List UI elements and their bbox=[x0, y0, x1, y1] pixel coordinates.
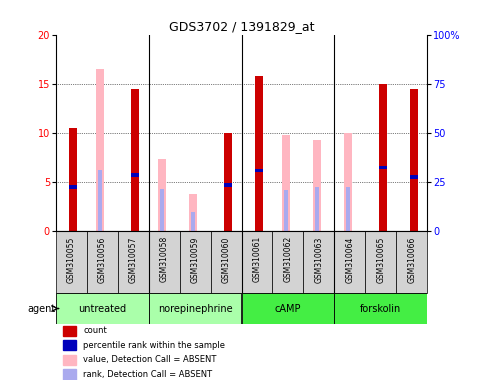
Bar bbox=[410, 89, 418, 231]
Bar bbox=[160, 189, 164, 231]
Text: untreated: untreated bbox=[78, 303, 126, 313]
Bar bbox=[180, 231, 211, 293]
Text: GSM310059: GSM310059 bbox=[190, 236, 199, 283]
Bar bbox=[56, 293, 149, 324]
Bar bbox=[397, 231, 427, 293]
Bar bbox=[303, 231, 334, 293]
Text: GSM310065: GSM310065 bbox=[376, 236, 385, 283]
Text: GSM310061: GSM310061 bbox=[253, 236, 261, 283]
Bar bbox=[242, 231, 272, 293]
Bar bbox=[86, 231, 117, 293]
Bar bbox=[69, 128, 77, 231]
Text: GSM310056: GSM310056 bbox=[98, 236, 107, 283]
Text: GSM310057: GSM310057 bbox=[128, 236, 138, 283]
Text: forskolin: forskolin bbox=[360, 303, 401, 313]
Text: count: count bbox=[84, 326, 107, 335]
Bar bbox=[224, 133, 232, 231]
Bar bbox=[63, 326, 76, 336]
Bar bbox=[334, 231, 366, 293]
Bar bbox=[282, 135, 290, 231]
Bar bbox=[149, 293, 242, 324]
Text: value, Detection Call = ABSENT: value, Detection Call = ABSENT bbox=[84, 356, 217, 364]
Bar bbox=[366, 231, 397, 293]
Bar bbox=[315, 187, 319, 231]
Bar bbox=[56, 231, 86, 293]
Bar bbox=[313, 140, 321, 231]
Bar bbox=[346, 187, 350, 231]
Bar bbox=[63, 369, 76, 380]
Bar bbox=[255, 76, 263, 231]
Bar bbox=[224, 183, 232, 187]
Title: GDS3702 / 1391829_at: GDS3702 / 1391829_at bbox=[169, 20, 314, 33]
Bar bbox=[69, 185, 77, 189]
Text: GSM310060: GSM310060 bbox=[222, 236, 230, 283]
Text: GSM310064: GSM310064 bbox=[345, 236, 355, 283]
Bar bbox=[255, 169, 263, 172]
Text: percentile rank within the sample: percentile rank within the sample bbox=[84, 341, 226, 350]
Bar bbox=[379, 166, 387, 169]
Bar bbox=[149, 231, 180, 293]
Bar bbox=[98, 170, 102, 231]
Bar bbox=[211, 231, 242, 293]
Bar bbox=[117, 231, 149, 293]
Text: agent: agent bbox=[28, 303, 56, 313]
Bar bbox=[410, 175, 418, 179]
Text: rank, Detection Call = ABSENT: rank, Detection Call = ABSENT bbox=[84, 370, 213, 379]
Bar bbox=[96, 69, 104, 231]
Text: norepinephrine: norepinephrine bbox=[157, 303, 232, 313]
Bar bbox=[189, 194, 197, 231]
Text: GSM310058: GSM310058 bbox=[159, 236, 169, 283]
Text: cAMP: cAMP bbox=[275, 303, 301, 313]
Bar bbox=[379, 84, 387, 231]
Bar bbox=[242, 293, 334, 324]
Text: GSM310062: GSM310062 bbox=[284, 236, 293, 283]
Bar bbox=[284, 190, 288, 231]
Text: GSM310066: GSM310066 bbox=[408, 236, 416, 283]
Bar bbox=[63, 340, 76, 350]
Bar bbox=[131, 89, 139, 231]
Bar bbox=[63, 355, 76, 365]
Bar bbox=[131, 174, 139, 177]
Text: GSM310063: GSM310063 bbox=[314, 236, 324, 283]
Bar bbox=[334, 293, 427, 324]
Bar bbox=[272, 231, 303, 293]
Bar bbox=[344, 133, 352, 231]
Bar bbox=[191, 212, 195, 231]
Bar bbox=[158, 159, 166, 231]
Text: GSM310055: GSM310055 bbox=[67, 236, 75, 283]
